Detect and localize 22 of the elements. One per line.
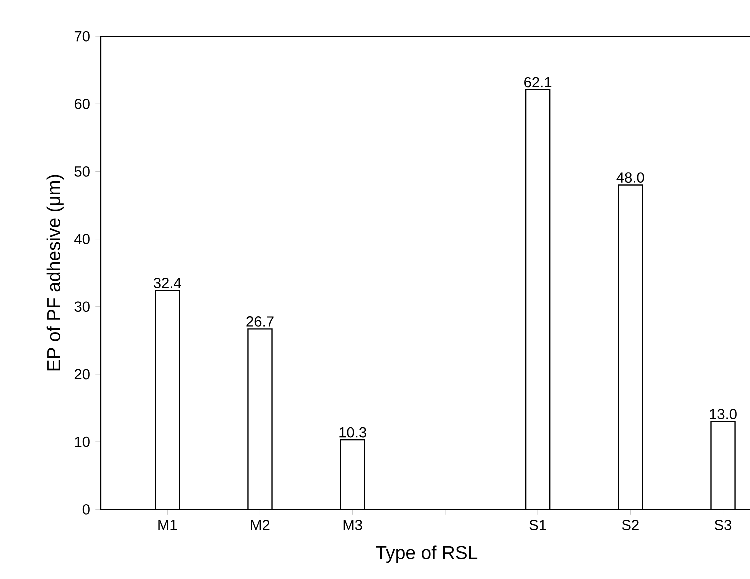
- data-label: 10.3: [340, 427, 366, 438]
- data-label: 62.1: [524, 77, 552, 88]
- x-axis-title: Type of RSL: [376, 546, 478, 564]
- data-label: 48.0: [616, 172, 644, 184]
- y-axis-title: EP of PF adhesive (μm): [46, 175, 64, 371]
- y-tick-label: 40: [74, 234, 90, 245]
- data-label: 13.0: [710, 409, 737, 420]
- x-tick-label: S2: [622, 520, 639, 531]
- y-tick-label: 50: [74, 166, 90, 177]
- x-tick-label: S3: [714, 520, 732, 531]
- y-tick-label: 20: [74, 369, 90, 380]
- y-tick-label: 30: [74, 302, 90, 312]
- y-tick-label: 10: [75, 436, 90, 448]
- y-tick-label: 60: [74, 99, 90, 110]
- data-label: 26.7: [246, 316, 274, 327]
- y-tick-label: 70: [74, 31, 90, 42]
- x-tick-label: M1: [158, 520, 178, 530]
- data-label: 32.4: [154, 278, 182, 288]
- x-tick-label: M3: [344, 520, 362, 531]
- y-tick-label: 0: [82, 504, 90, 515]
- x-tick-label: M2: [251, 520, 270, 530]
- x-tick-label: S1: [530, 520, 546, 531]
